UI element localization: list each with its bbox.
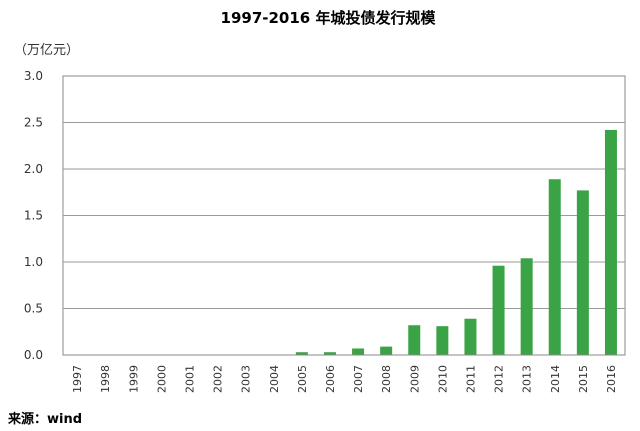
x-tick-label: 2011 — [464, 365, 477, 393]
y-tick-label: 2.5 — [24, 116, 43, 130]
bar — [604, 129, 617, 355]
x-tick-label: 2016 — [605, 365, 618, 393]
bar — [436, 326, 449, 355]
x-tick-label: 2000 — [155, 365, 168, 393]
bar — [464, 318, 477, 355]
x-tick-label: 1997 — [71, 365, 84, 393]
x-tick-label: 2004 — [268, 365, 281, 393]
bar — [576, 190, 589, 355]
bar — [408, 325, 421, 355]
x-tick-label: 2007 — [352, 365, 365, 393]
y-tick-label: 0.0 — [24, 348, 43, 362]
x-tick-label: 2005 — [296, 365, 309, 393]
x-tick-label: 2014 — [549, 365, 562, 393]
bar — [520, 258, 533, 355]
y-tick-label: 1.5 — [24, 209, 43, 223]
chart-title: 1997-2016 年城投债发行规模 — [221, 9, 437, 27]
x-tick-label: 1999 — [127, 365, 140, 393]
x-tick-label: 1998 — [99, 365, 112, 393]
y-tick-label: 0.5 — [24, 302, 43, 316]
bar — [352, 348, 365, 355]
x-tick-label: 2003 — [240, 365, 253, 393]
y-tick-label: 3.0 — [24, 69, 43, 83]
bar — [323, 352, 336, 355]
x-tick-label: 2002 — [212, 365, 225, 393]
y-tick-label: 1.0 — [24, 255, 43, 269]
bar — [380, 346, 393, 355]
x-tick-label: 2013 — [521, 365, 534, 393]
x-tick-label: 2008 — [380, 365, 393, 393]
bar — [295, 352, 308, 355]
y-tick-label: 2.0 — [24, 162, 43, 176]
x-tick-label: 2010 — [436, 365, 449, 393]
x-tick-label: 2009 — [408, 365, 421, 393]
x-tick-label: 2006 — [324, 365, 337, 393]
x-tick-label: 2012 — [493, 365, 506, 393]
x-tick-label: 2001 — [183, 365, 196, 393]
source-note: 来源：wind — [7, 411, 82, 427]
bar — [548, 179, 561, 355]
y-axis-unit: （万亿元） — [14, 43, 79, 58]
x-tick-label: 2015 — [577, 365, 590, 393]
bar — [492, 265, 505, 355]
